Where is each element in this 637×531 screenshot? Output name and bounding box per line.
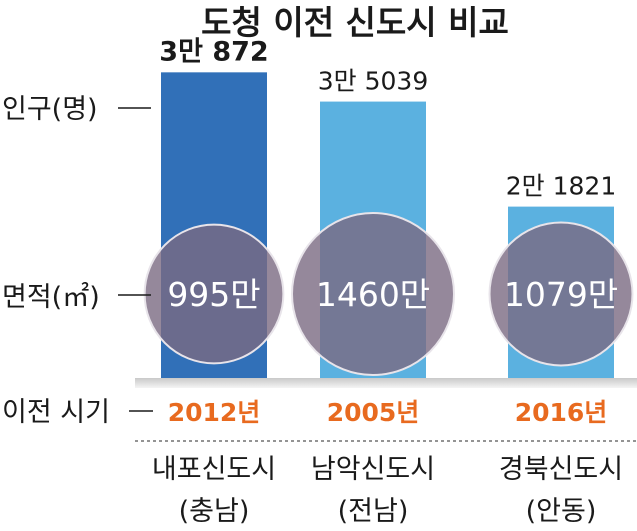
year-label-2: 2016년 bbox=[515, 398, 608, 427]
area-label-2: 1079만 bbox=[504, 275, 618, 314]
area-label-0: 995만 bbox=[167, 275, 260, 314]
population-label-1: 3만 5039 bbox=[318, 67, 428, 96]
area-circle-1 bbox=[291, 212, 455, 376]
year-row-label: 이전 시기 bbox=[2, 397, 110, 428]
year-labels-group: 2012년 2005년 2016년 bbox=[168, 398, 608, 427]
area-row-label: 면적(㎡) bbox=[2, 282, 100, 313]
area-circle-2 bbox=[488, 221, 634, 367]
category-label-0: 내포신도시 bbox=[152, 454, 276, 485]
year-label-1: 2005년 bbox=[327, 398, 420, 427]
area-labels-group: 995만 1460만 1079만 bbox=[167, 275, 618, 314]
population-label-0: 3만 872 bbox=[159, 36, 268, 67]
baseline bbox=[135, 378, 637, 388]
category-labels-group: 내포신도시 (충남) 남악신도시 (전남) 경북신도시 (안동) bbox=[152, 454, 623, 527]
chart-title: 도청 이전 신도시 비교 bbox=[201, 3, 509, 42]
category-label-2: 경북신도시 bbox=[499, 454, 623, 485]
population-labels-group: 3만 872 3만 5039 2만 1821 bbox=[159, 36, 616, 200]
region-label-0: (충남) bbox=[179, 496, 250, 527]
population-label-2: 2만 1821 bbox=[506, 172, 616, 201]
region-label-2: (안동) bbox=[526, 496, 597, 527]
region-label-1: (전남) bbox=[338, 496, 409, 527]
category-label-1: 남악신도시 bbox=[311, 454, 435, 485]
area-circle-0 bbox=[143, 223, 285, 365]
population-row-label: 인구(명) bbox=[2, 94, 98, 125]
area-circles-group bbox=[143, 212, 634, 376]
area-label-1: 1460만 bbox=[316, 275, 430, 314]
year-label-0: 2012년 bbox=[168, 398, 261, 427]
